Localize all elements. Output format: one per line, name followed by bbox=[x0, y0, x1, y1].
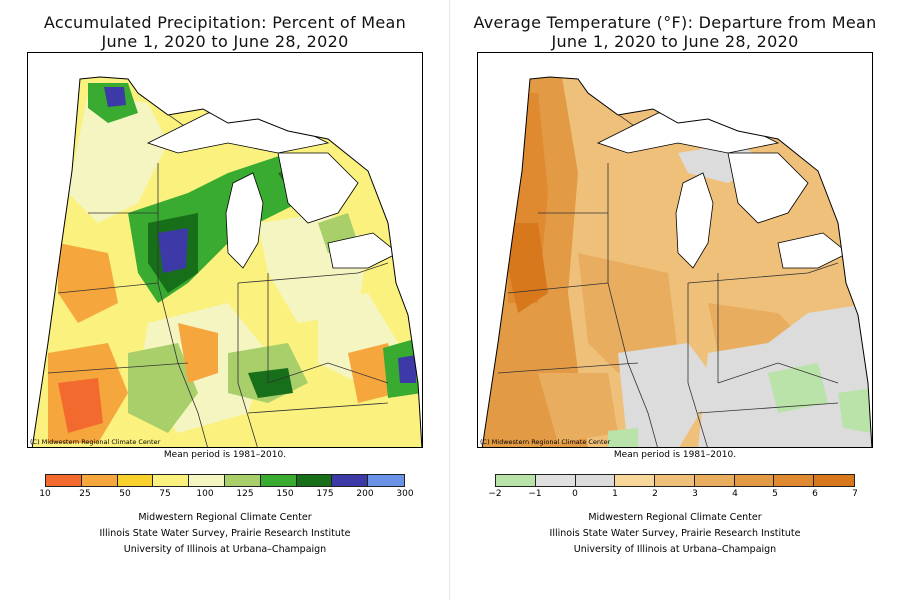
precip-colorbar-tick-label: 300 bbox=[396, 489, 414, 499]
temp-panel: Average Temperature (°F): Departure from… bbox=[450, 0, 900, 600]
temp-map-graphic bbox=[481, 76, 872, 447]
precip-credit: (C) Midwestern Regional Climate Center bbox=[30, 438, 161, 446]
precip-colorbar-segment bbox=[46, 475, 82, 486]
precip-map bbox=[27, 52, 423, 448]
precip-colorbar-tick-label: 200 bbox=[356, 489, 374, 499]
precip-footer-survey: Illinois State Water Survey, Prairie Res… bbox=[99, 528, 351, 539]
temp-title: Average Temperature (°F): Departure from… bbox=[473, 13, 877, 32]
temp-colorbar-tick-label: 1 bbox=[612, 489, 618, 499]
temp-colorbar bbox=[495, 474, 855, 487]
temp-colorbar-segment bbox=[655, 475, 695, 486]
temp-colorbar-segment bbox=[774, 475, 815, 486]
precip-colorbar-tick-label: 150 bbox=[276, 489, 294, 499]
temp-colorbar-tick-label: 3 bbox=[692, 489, 698, 499]
precip-colorbar-segment bbox=[117, 475, 154, 486]
temp-colorbar-tick-label: 7 bbox=[852, 489, 858, 499]
temp-mean-period: Mean period is 1981–2010. bbox=[613, 450, 737, 460]
temp-footer-univ: University of Illinois at Urbana–Champai… bbox=[573, 544, 777, 555]
precip-colorbar-tick-label: 75 bbox=[159, 489, 171, 499]
precip-colorbar-segment bbox=[81, 475, 118, 486]
temp-map bbox=[477, 52, 873, 448]
precip-colorbar bbox=[45, 474, 405, 487]
temp-footer-org: Midwestern Regional Climate Center bbox=[588, 512, 762, 523]
precip-colorbar-tick-label: 125 bbox=[236, 489, 254, 499]
temp-colorbar-tick-label: −2 bbox=[488, 489, 502, 499]
temp-colorbar-tick-label: −1 bbox=[528, 489, 542, 499]
precip-map-graphic bbox=[31, 76, 422, 447]
precip-colorbar-tick-label: 100 bbox=[196, 489, 214, 499]
precip-mean-period: Mean period is 1981–2010. bbox=[163, 450, 287, 460]
precip-colorbar-segment bbox=[189, 475, 225, 486]
temp-footer-survey: Illinois State Water Survey, Prairie Res… bbox=[549, 528, 801, 539]
precip-colorbar-tick-label: 50 bbox=[119, 489, 131, 499]
temp-colorbar-tick-label: 6 bbox=[812, 489, 818, 499]
temp-colorbar-segment bbox=[575, 475, 616, 486]
precip-colorbar-segment bbox=[296, 475, 333, 486]
temp-colorbar-tick-label: 4 bbox=[732, 489, 738, 499]
temp-colorbar-segment bbox=[496, 475, 536, 486]
precip-footer-univ: University of Illinois at Urbana–Champai… bbox=[123, 544, 327, 555]
precip-colorbar-tick-label: 25 bbox=[79, 489, 91, 499]
precip-colorbar-tick-label: 175 bbox=[316, 489, 334, 499]
precip-title: Accumulated Precipitation: Percent of Me… bbox=[43, 13, 407, 32]
temp-colorbar-segment bbox=[814, 475, 855, 486]
precip-date-range: June 1, 2020 to June 28, 2020 bbox=[101, 32, 349, 51]
precip-colorbar-tick-label: 10 bbox=[39, 489, 51, 499]
precip-colorbar-segment bbox=[224, 475, 261, 486]
temp-colorbar-tick-label: 5 bbox=[772, 489, 778, 499]
precip-colorbar-segment bbox=[260, 475, 297, 486]
temp-colorbar-segment bbox=[535, 475, 576, 486]
temp-date-range: June 1, 2020 to June 28, 2020 bbox=[551, 32, 799, 51]
precip-colorbar-segment bbox=[153, 475, 190, 486]
temp-credit: (C) Midwestern Regional Climate Center bbox=[480, 438, 611, 446]
precip-panel: Accumulated Precipitation: Percent of Me… bbox=[27, 13, 423, 503]
temp-colorbar-segment bbox=[694, 475, 735, 486]
precip-colorbar-segment bbox=[368, 475, 404, 486]
temp-colorbar-segment bbox=[734, 475, 775, 486]
temp-colorbar-ticks: −2 −1 0 1 2 3 4 5 6 7 bbox=[488, 489, 858, 503]
temp-colorbar-segment bbox=[615, 475, 656, 486]
precip-footer-org: Midwestern Regional Climate Center bbox=[138, 512, 312, 523]
temp-colorbar-tick-label: 2 bbox=[652, 489, 658, 499]
temp-colorbar-tick-label: 0 bbox=[572, 489, 578, 499]
precip-colorbar-ticks: 10 25 50 75 100 125 150 175 200 300 bbox=[39, 489, 413, 503]
precip-colorbar-segment bbox=[332, 475, 369, 486]
panel-divider bbox=[449, 0, 450, 600]
